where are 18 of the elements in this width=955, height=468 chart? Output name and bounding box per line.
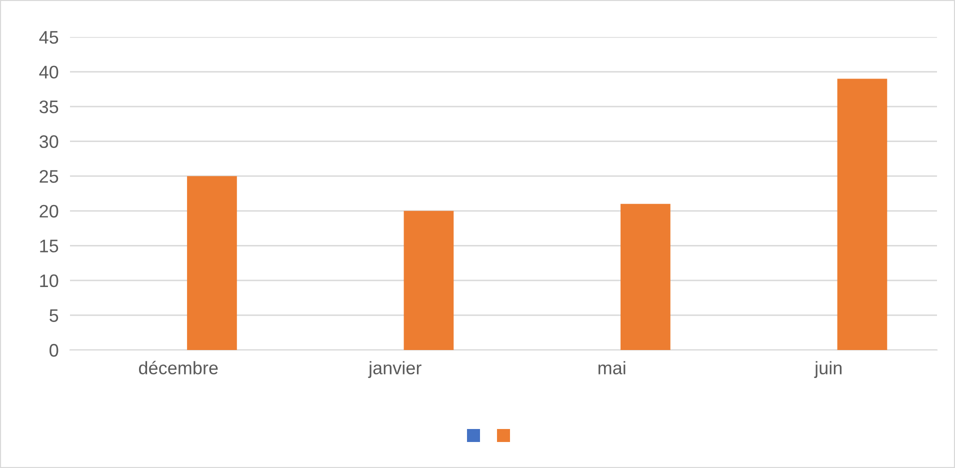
y-tick-label: 20: [40, 204, 58, 218]
y-tick-label: 35: [39, 100, 58, 114]
y-tick-label: 10: [40, 274, 58, 288]
x-tick-label: décembre: [138, 360, 218, 374]
y-tick-label: 0: [50, 344, 58, 357]
bar: [837, 78, 888, 350]
y-tick-label: 45: [39, 31, 58, 44]
y-tick-label: 25: [40, 170, 58, 183]
y-tick-label: 5: [50, 309, 58, 322]
bar: [187, 176, 237, 350]
x-tick-label: juin: [814, 361, 842, 378]
y-tick-label: 30: [39, 135, 58, 148]
y-tick-label: 40: [39, 66, 58, 78]
bar: [404, 210, 454, 350]
y-tick-label: 15: [40, 240, 58, 252]
x-tick-label: janvier: [368, 361, 422, 378]
bar: [620, 204, 670, 350]
x-tick-label: mai: [598, 361, 626, 374]
